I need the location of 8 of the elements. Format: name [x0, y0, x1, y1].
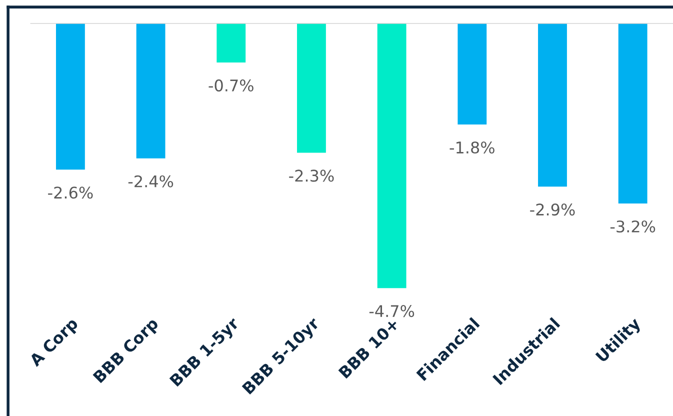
- data-label: -1.8%: [450, 141, 494, 154]
- data-label: -4.7%: [369, 305, 414, 318]
- data-label: -2.9%: [530, 204, 575, 216]
- data-label: -2.4%: [128, 175, 174, 188]
- data-label: -0.7%: [208, 79, 254, 92]
- data-label: -3.2%: [610, 220, 656, 233]
- data-label: -2.6%: [48, 186, 93, 199]
- data-label: -2.3%: [289, 170, 334, 182]
